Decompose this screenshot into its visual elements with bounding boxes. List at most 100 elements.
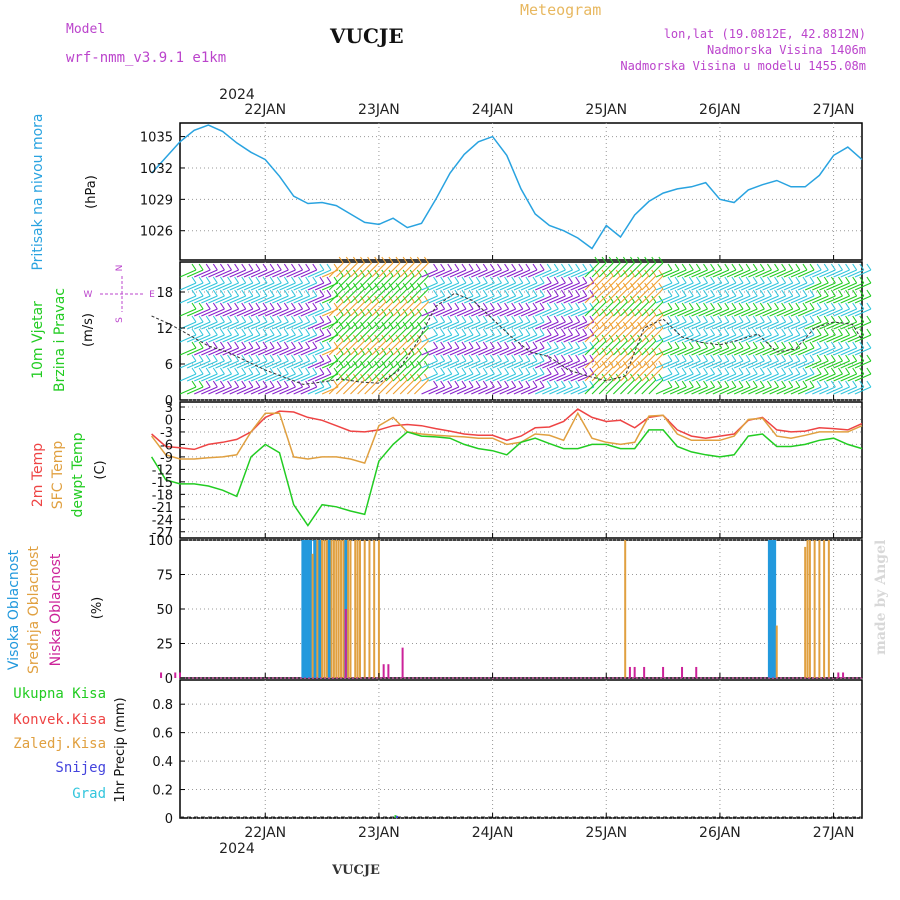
wind-barb (257, 282, 275, 291)
wind-barb-flag (461, 276, 467, 284)
wind-barb (584, 301, 600, 317)
wind-barb-flag (774, 289, 779, 297)
wind-barb-flag (823, 302, 829, 310)
wind-barb-flag (667, 380, 673, 388)
wind-barb (591, 275, 607, 291)
wind-barb-flag (695, 315, 701, 323)
wind-barb-flag (637, 373, 643, 381)
wind-barb-flag (866, 367, 872, 375)
wind-barb (471, 373, 488, 382)
wind-barb-flag (291, 302, 296, 310)
wind-barb-flag (326, 315, 332, 323)
wind-barb (421, 321, 438, 330)
wind-barb-flag (724, 367, 730, 375)
wind-barb-flag (830, 263, 836, 271)
wind-barb (776, 334, 793, 343)
wind-barb (847, 347, 865, 356)
wind-barb (279, 373, 296, 382)
wind-barb-flag (601, 282, 607, 290)
wind-barb-flag (823, 328, 829, 336)
wind-barb-flag (695, 341, 701, 349)
wind-barb-flag (388, 295, 394, 303)
wind-barb (719, 321, 737, 330)
wind-barb (790, 282, 808, 291)
wind-barb (406, 353, 422, 369)
mid-cloud-bar (337, 540, 340, 678)
wind-barb (542, 282, 559, 291)
wind-barb (620, 366, 635, 382)
wind-barb (414, 314, 429, 330)
wind-barb (847, 334, 865, 343)
wind-barb-flag (475, 315, 481, 323)
wind-barb (684, 282, 701, 291)
wind-barb (677, 321, 694, 330)
wind-barb-flag (560, 276, 566, 284)
wind-barb (605, 379, 621, 395)
wind-barb (648, 301, 664, 317)
wind-barb (527, 282, 545, 291)
wind-barb (733, 321, 751, 330)
wind-barb (641, 379, 657, 395)
wind-barb (748, 308, 765, 317)
wind-barb (272, 347, 289, 356)
wind-barb-flag (795, 263, 801, 271)
wind-barb-flag (205, 328, 211, 336)
wind-barb-flag (374, 256, 380, 264)
wind-barb (719, 334, 737, 343)
wind-barb-flag (475, 263, 481, 271)
wind-barb-flag (615, 295, 621, 303)
wind-barb-flag (489, 354, 495, 362)
wind-barb (513, 386, 531, 395)
wind-barb-flag (710, 341, 716, 349)
wind-barb-flag (710, 315, 716, 323)
wind-barb (819, 269, 836, 278)
wind-barb-flag (255, 302, 261, 310)
wind-barb-flag (212, 315, 218, 323)
wind-barb-flag (409, 269, 415, 277)
wind-barb (378, 366, 394, 382)
wind-barb (314, 334, 332, 343)
wind-barb (215, 360, 232, 369)
wind-barb (620, 340, 635, 356)
wind-barb (399, 379, 415, 395)
wind-barb (428, 269, 445, 278)
wind-barb-flag (525, 367, 531, 375)
wind-barb (485, 334, 502, 343)
wind-barb (449, 347, 467, 356)
wind-barb (698, 295, 715, 304)
wind-barb-flag (198, 367, 204, 375)
wind-barb-flag (717, 315, 723, 323)
wind-barb (712, 373, 730, 382)
wind-barb-flag (198, 328, 204, 336)
wind-barb-flag (809, 328, 815, 336)
wind-barb (215, 334, 232, 343)
wind-barb-flag (710, 354, 716, 362)
wind-barb (542, 269, 559, 278)
bottom-date-label: 26JAN (699, 825, 741, 841)
high-cloud-bar (770, 540, 774, 678)
wind-barb (705, 373, 722, 382)
wind-barb (612, 314, 628, 330)
wind-barb-flag (447, 354, 453, 362)
wind-barb (662, 282, 680, 291)
wind-barb (598, 288, 614, 304)
wind-barb-flag (703, 328, 708, 336)
wind-barb-flag (752, 289, 758, 297)
wind-barb (648, 366, 664, 382)
wind-barb (598, 366, 614, 382)
wind-barb-flag (774, 354, 779, 362)
wind-barb-flag (788, 276, 794, 284)
wind-barb-flag (745, 380, 751, 388)
wind-barb-flag (774, 380, 779, 388)
wind-barb-flag (838, 302, 843, 310)
wind-barb (421, 347, 438, 356)
wind-barb-flag (482, 263, 488, 271)
wind-barb (620, 275, 635, 291)
wind-barb (343, 340, 358, 356)
wind-barb-flag (816, 315, 822, 323)
wind-barb (719, 282, 737, 291)
wind-barb (634, 275, 650, 291)
wind-barb (527, 321, 545, 330)
wind-barb-flag (560, 289, 566, 297)
wind-barb (328, 379, 344, 395)
